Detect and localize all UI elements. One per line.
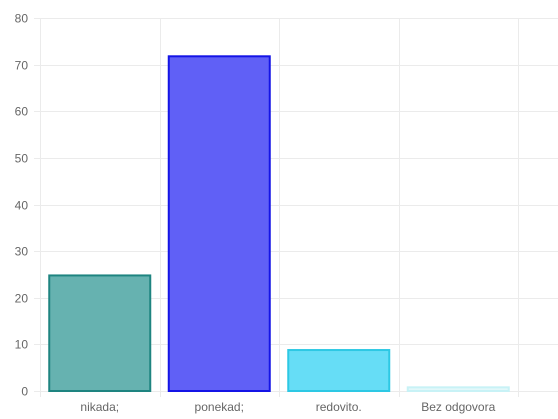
gridlines bbox=[34, 18, 558, 397]
bar-2[interactable] bbox=[167, 55, 271, 393]
bars bbox=[48, 55, 510, 393]
x-tick-label: redovito. bbox=[316, 400, 362, 414]
y-tick-label: 40 bbox=[15, 199, 29, 213]
y-tick-label: 20 bbox=[15, 292, 29, 306]
x-tick-label: ponekad; bbox=[195, 400, 244, 414]
bar-3[interactable] bbox=[287, 349, 391, 393]
y-tick-label: 80 bbox=[15, 12, 29, 26]
x-axis-ticks: nikada; ponekad; redovito. Bez odgovora bbox=[80, 400, 495, 414]
y-tick-label: 50 bbox=[15, 152, 29, 166]
y-axis-ticks: 0 10 20 30 40 50 60 70 80 bbox=[15, 12, 29, 399]
bar-4[interactable] bbox=[406, 386, 510, 392]
y-tick-label: 70 bbox=[15, 59, 29, 73]
bar-1[interactable] bbox=[48, 274, 152, 392]
x-tick-label: Bez odgovora bbox=[421, 400, 495, 414]
y-tick-label: 60 bbox=[15, 105, 29, 119]
y-tick-label: 30 bbox=[15, 245, 29, 259]
y-tick-label: 0 bbox=[21, 385, 28, 399]
y-tick-label: 10 bbox=[15, 338, 29, 352]
x-tick-label: nikada; bbox=[80, 400, 119, 414]
